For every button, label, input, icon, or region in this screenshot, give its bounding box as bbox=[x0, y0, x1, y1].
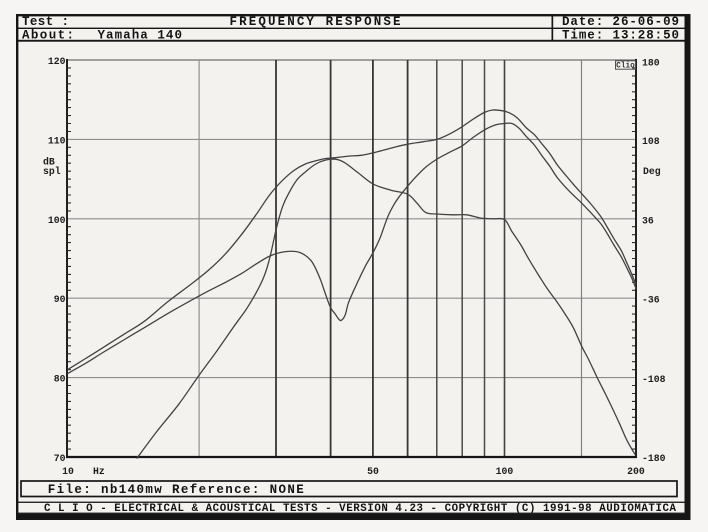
svg-text:Yamaha 140: Yamaha 140 bbox=[98, 29, 183, 43]
svg-text:Date: 26-06-09: Date: 26-06-09 bbox=[562, 15, 679, 29]
svg-text:Clio: Clio bbox=[616, 63, 635, 71]
svg-text:180: 180 bbox=[642, 58, 660, 69]
svg-text:90: 90 bbox=[54, 294, 66, 305]
svg-text:Deg: Deg bbox=[643, 166, 661, 177]
svg-text:-36: -36 bbox=[642, 295, 660, 306]
svg-text:-108: -108 bbox=[642, 374, 666, 385]
svg-text:108: 108 bbox=[642, 136, 660, 147]
svg-text:Hz: Hz bbox=[93, 466, 105, 477]
svg-text:Time: 13:28:50: Time: 13:28:50 bbox=[562, 29, 679, 43]
svg-text:C L I O - ELECTRICAL & ACOUS: C L I O - ELECTRICAL & ACOUSTICAL TESTS … bbox=[44, 503, 677, 515]
svg-text:110: 110 bbox=[48, 135, 66, 146]
svg-text:200: 200 bbox=[627, 466, 645, 477]
svg-text:-180: -180 bbox=[642, 453, 666, 464]
svg-text:70: 70 bbox=[54, 453, 66, 464]
svg-text:10: 10 bbox=[62, 466, 74, 477]
svg-text:100: 100 bbox=[496, 466, 514, 477]
svg-text:100: 100 bbox=[48, 215, 66, 226]
svg-text:50: 50 bbox=[367, 466, 379, 477]
svg-text:120: 120 bbox=[48, 56, 66, 67]
svg-text:About:: About: bbox=[22, 29, 74, 43]
svg-text:80: 80 bbox=[54, 374, 66, 385]
svg-text:File: nb140mw Reference: NON: File: nb140mw Reference: NONE bbox=[48, 483, 304, 497]
svg-text:36: 36 bbox=[642, 215, 654, 226]
svg-text:spl: spl bbox=[43, 166, 61, 177]
svg-text:Test :: Test : bbox=[22, 15, 69, 29]
svg-text:dB: dB bbox=[43, 157, 55, 168]
